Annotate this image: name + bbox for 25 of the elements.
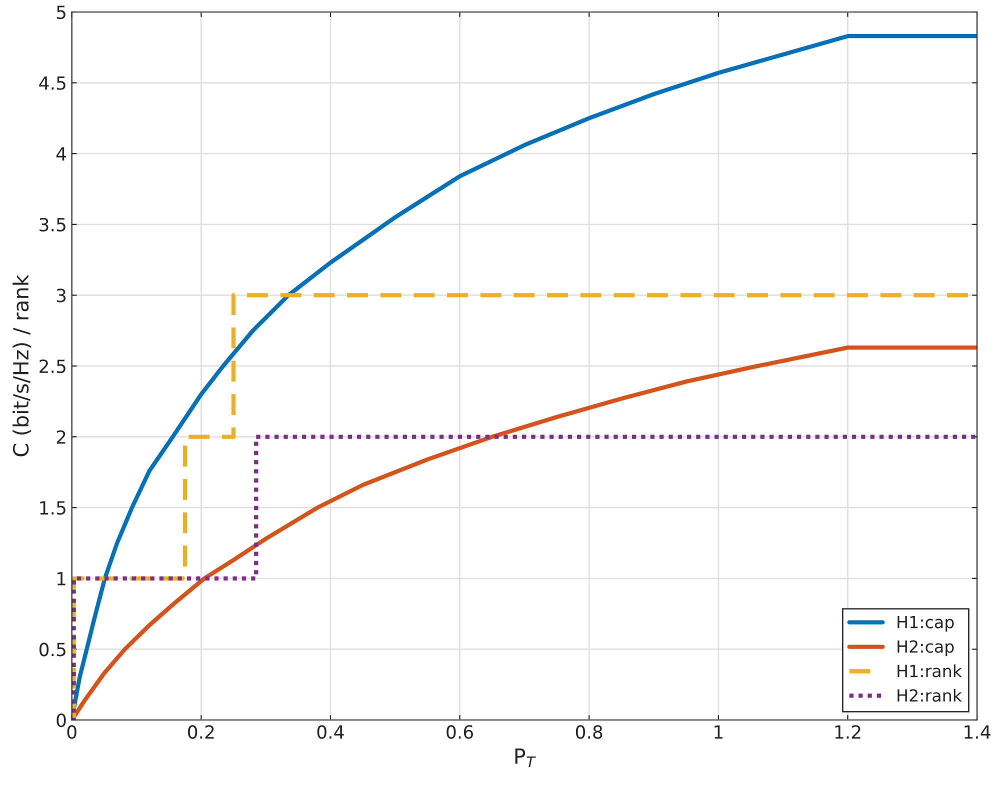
x-tick-label: 0.2 xyxy=(188,725,214,739)
x-tick-label: 0 xyxy=(67,725,76,739)
y-tick-label: 1 xyxy=(57,572,66,586)
y-tick-label: 0 xyxy=(56,713,66,728)
y-tick-label: 0.5 xyxy=(39,642,66,656)
y-tick-label: 4 xyxy=(56,147,66,160)
x-tick-label: 0.6 xyxy=(446,725,474,739)
x-tick-label: 1.2 xyxy=(835,725,860,739)
x-tick-label: 0.4 xyxy=(317,725,344,739)
legend-label: H1:cap xyxy=(898,616,954,632)
y-tick-label: 3 xyxy=(56,288,66,302)
x-tick-label: 1.4 xyxy=(964,725,990,739)
legend-label: H2:cap xyxy=(898,640,954,656)
y-axis-title: C (bit/s/Hz) / rank xyxy=(12,274,32,456)
y-tick-label: 5 xyxy=(56,6,66,20)
y-tick-label: 1.5 xyxy=(40,501,66,515)
legend-label: H2:rank xyxy=(898,688,962,702)
x-tick-label: 1 xyxy=(714,725,722,739)
legend-label: H1:rank xyxy=(898,664,962,678)
y-tick-label: 4.5 xyxy=(39,76,66,90)
x-tick-label: 0.8 xyxy=(576,725,602,739)
y-tick-label: 2 xyxy=(56,430,66,444)
x-axis-title: P$_{T}$ xyxy=(515,748,536,768)
y-tick-label: 2.5 xyxy=(40,359,66,374)
y-tick-label: 3.5 xyxy=(40,218,66,232)
